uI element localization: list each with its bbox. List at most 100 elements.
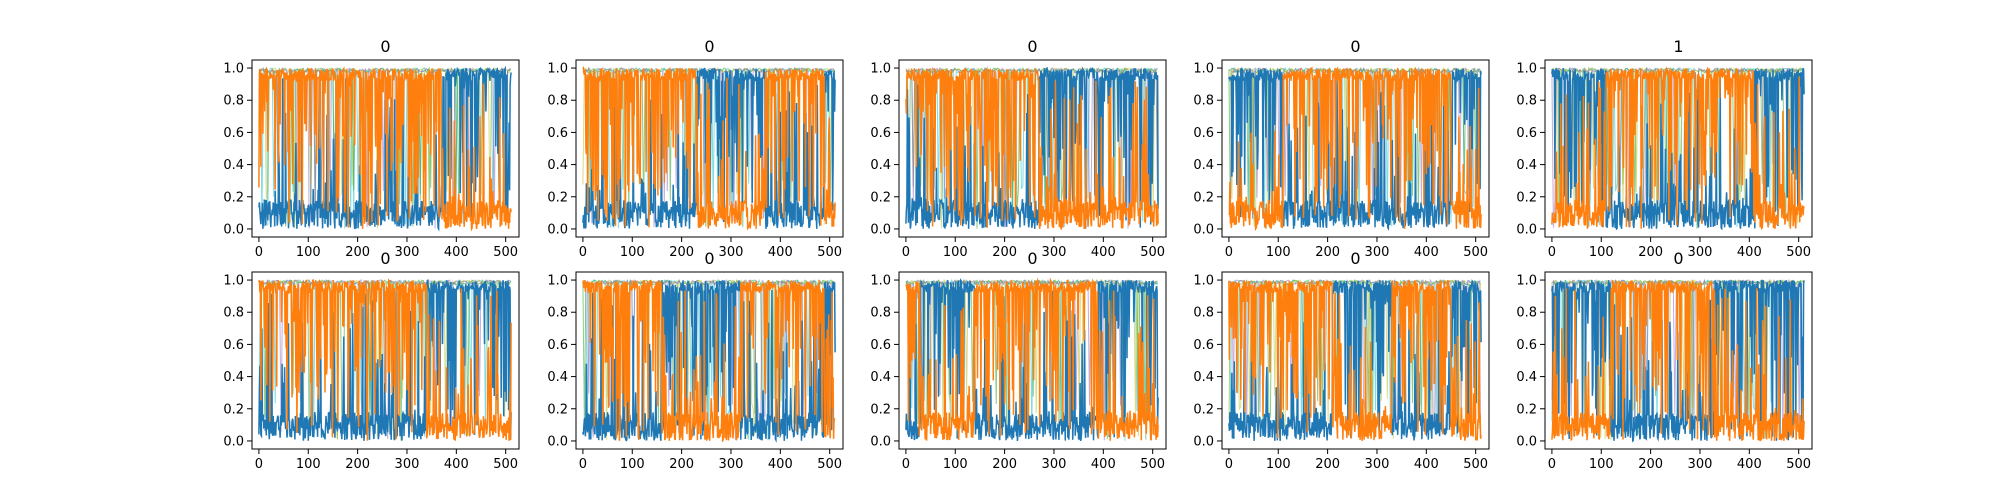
plot-area [258, 65, 512, 232]
y-tick-label: 0.0 [870, 434, 891, 449]
subplot-title: 0 [1027, 37, 1037, 56]
y-tick-label: 0.2 [223, 190, 244, 205]
x-tick-label: 100 [943, 245, 968, 260]
y-tick-label: 0.8 [870, 306, 891, 321]
series-blue-line [258, 278, 512, 441]
y-tick-label: 0.8 [1516, 94, 1537, 109]
axes-frame [1221, 271, 1490, 450]
x-tick-label: 100 [296, 457, 321, 472]
axes-frame [575, 271, 844, 450]
series-blue-line [258, 65, 512, 232]
y-tick-label: 0.8 [223, 94, 244, 109]
series-orange-line [258, 66, 512, 232]
y-tick-label: 0.0 [223, 434, 244, 449]
series-blue-line [1228, 66, 1482, 231]
y-tick-label: 1.0 [870, 274, 891, 289]
x-tick-label: 400 [1737, 457, 1762, 472]
x-tick-label: 500 [493, 457, 518, 472]
y-tick-label: 0.4 [547, 370, 568, 385]
series-orange-line [1551, 279, 1805, 442]
x-tick-label: 200 [1315, 245, 1340, 260]
y-tick-label: 1.0 [1193, 274, 1214, 289]
x-tick-label: 0 [1548, 457, 1556, 472]
axes-frame [1544, 271, 1813, 450]
x-tick-label: 200 [992, 245, 1017, 260]
subplot-7: 0 100 200 300 400 500 0.0 0.2 0.4 0.6 0.8 1.0 0 [547, 249, 844, 472]
y-tick-label: 0.6 [547, 126, 568, 141]
x-tick-label: 0 [1225, 245, 1233, 260]
plot-area [258, 278, 512, 441]
axes-frame [1221, 59, 1490, 238]
y-tick-label: 1.0 [1193, 62, 1214, 77]
y-tick-label: 0.8 [1516, 306, 1537, 321]
x-tick-label: 500 [1786, 245, 1811, 260]
y-tick-label: 0.6 [547, 338, 568, 353]
x-tick-label: 0 [579, 245, 587, 260]
x-tick-label: 200 [992, 457, 1017, 472]
x-tick-label: 200 [1638, 457, 1663, 472]
y-tick-label: 0.8 [1193, 306, 1214, 321]
x-tick-label: 500 [1140, 457, 1165, 472]
series-orange-line [582, 65, 836, 231]
x-tick-label: 400 [1737, 245, 1762, 260]
x-tick-label: 0 [902, 245, 910, 260]
x-tick-label: 400 [768, 245, 793, 260]
x-tick-label: 0 [579, 457, 587, 472]
subplot-6: 0 100 200 300 400 500 0.0 0.2 0.4 0.6 0.8 1.0 0 [223, 249, 520, 472]
x-tick-label: 0 [902, 457, 910, 472]
x-tick-label: 300 [1688, 457, 1713, 472]
axes-frame [251, 59, 520, 238]
series-blue-line [1551, 279, 1805, 443]
series-blue-line [582, 279, 836, 443]
axes-frame [251, 271, 520, 450]
series-blue-line [905, 277, 1159, 442]
series-orange-line [1228, 278, 1482, 441]
subplot-title: 0 [1350, 37, 1360, 56]
x-tick-label: 300 [395, 457, 420, 472]
y-tick-label: 0.2 [870, 190, 891, 205]
y-tick-label: 0.0 [1193, 434, 1214, 449]
x-tick-label: 500 [1463, 245, 1488, 260]
y-tick-label: 0.8 [870, 94, 891, 109]
y-tick-label: 0.4 [870, 158, 891, 173]
x-tick-label: 500 [1786, 457, 1811, 472]
subplot-title: 0 [380, 37, 390, 56]
y-tick-label: 0.0 [1193, 222, 1214, 237]
y-tick-label: 0.4 [547, 158, 568, 173]
y-tick-label: 0.8 [223, 306, 244, 321]
y-tick-label: 0.0 [1516, 434, 1537, 449]
x-tick-label: 300 [1042, 245, 1067, 260]
series-blue-line [1228, 279, 1482, 441]
plot-area [1228, 66, 1482, 232]
subplot-8: 0 100 200 300 400 500 0.0 0.2 0.4 0.6 0.8 1.0 0 [870, 249, 1167, 472]
y-tick-label: 0.6 [1516, 338, 1537, 353]
y-tick-label: 0.2 [870, 402, 891, 417]
x-tick-label: 100 [1589, 457, 1614, 472]
y-tick-label: 1.0 [870, 62, 891, 77]
y-tick-label: 0.6 [1516, 126, 1537, 141]
y-tick-label: 0.0 [1516, 222, 1537, 237]
y-tick-label: 0.4 [223, 158, 244, 173]
series-blue-line [1551, 67, 1805, 231]
x-tick-label: 100 [620, 457, 645, 472]
subplot-title: 0 [704, 37, 714, 56]
x-tick-label: 400 [1091, 245, 1116, 260]
y-tick-label: 0.2 [1516, 190, 1537, 205]
y-tick-label: 0.4 [1193, 370, 1214, 385]
x-tick-label: 300 [1688, 245, 1713, 260]
subplot-9: 0 100 200 300 400 500 0.0 0.2 0.4 0.6 0.8 1.0 0 [1193, 249, 1490, 472]
y-tick-label: 1.0 [1516, 274, 1537, 289]
y-tick-label: 1.0 [547, 62, 568, 77]
y-tick-label: 0.2 [547, 190, 568, 205]
y-tick-label: 0.0 [547, 434, 568, 449]
x-tick-label: 300 [719, 245, 744, 260]
y-tick-label: 0.6 [870, 126, 891, 141]
x-tick-label: 500 [1140, 245, 1165, 260]
x-tick-label: 100 [296, 245, 321, 260]
series-4-line [582, 66, 835, 228]
x-tick-label: 500 [493, 245, 518, 260]
y-tick-label: 0.8 [547, 306, 568, 321]
axes-frame [1544, 59, 1813, 238]
x-tick-label: 100 [620, 245, 645, 260]
